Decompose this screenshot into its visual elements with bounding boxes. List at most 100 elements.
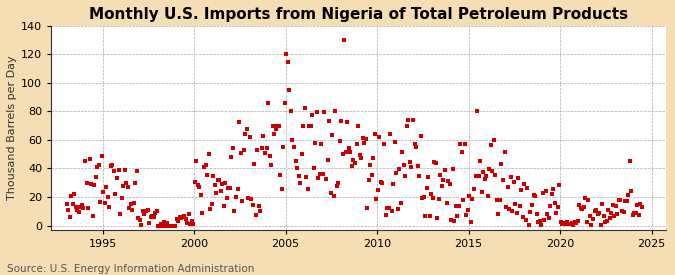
Point (421, 186, 432, 190)
Point (167, 223, 178, 228)
Point (531, 211, 542, 216)
Point (450, 204, 461, 208)
Point (608, 203, 618, 207)
Point (400, 174, 411, 178)
Point (157, 223, 168, 228)
Point (595, 222, 606, 227)
Point (524, 223, 535, 227)
Point (513, 175, 524, 180)
Point (571, 221, 582, 225)
Point (105, 164, 116, 168)
Point (377, 180, 388, 185)
Point (618, 210, 629, 214)
Point (616, 209, 627, 214)
Point (615, 198, 626, 202)
Point (287, 138, 298, 142)
Point (497, 177, 508, 182)
Point (505, 175, 516, 179)
Point (508, 180, 519, 185)
Point (261, 146, 272, 150)
Point (470, 173, 481, 178)
Point (610, 203, 621, 208)
Point (350, 161, 360, 165)
Point (418, 195, 429, 199)
Point (391, 171, 402, 175)
Point (169, 223, 180, 228)
Y-axis label: Thousand Barrels per Day: Thousand Barrels per Day (7, 56, 17, 200)
Point (520, 217, 531, 222)
Point (525, 210, 536, 214)
Point (286, 109, 296, 114)
Point (429, 160, 439, 164)
Point (403, 118, 414, 123)
Point (319, 109, 330, 114)
Point (113, 168, 124, 172)
Point (229, 208, 240, 213)
Point (241, 126, 252, 131)
Point (68, 202, 78, 207)
Point (240, 132, 250, 137)
Point (302, 187, 313, 191)
Point (487, 169, 497, 173)
Point (140, 209, 151, 214)
Point (70, 205, 81, 210)
Point (179, 214, 190, 219)
Point (334, 138, 345, 143)
Point (191, 159, 202, 163)
Point (275, 173, 286, 177)
Point (464, 194, 475, 199)
Point (528, 193, 539, 197)
Point (359, 141, 370, 145)
Point (322, 158, 333, 162)
Point (130, 180, 140, 185)
Point (248, 203, 259, 207)
Point (565, 222, 576, 226)
Point (540, 188, 551, 193)
Point (441, 200, 452, 205)
Point (574, 203, 585, 207)
Point (449, 219, 460, 223)
Point (127, 208, 138, 213)
Point (243, 196, 254, 200)
Point (397, 150, 408, 155)
Point (542, 211, 553, 216)
Point (431, 161, 441, 165)
Point (461, 213, 472, 217)
Point (252, 148, 263, 152)
Point (591, 208, 601, 212)
Point (342, 120, 353, 124)
Point (213, 178, 223, 182)
Point (381, 206, 392, 210)
Point (626, 189, 637, 193)
Point (462, 208, 473, 212)
Point (354, 152, 365, 157)
Point (273, 123, 284, 128)
Point (110, 191, 121, 196)
Point (225, 186, 236, 191)
Point (577, 207, 588, 211)
Point (93, 163, 104, 167)
Point (563, 222, 574, 227)
Point (310, 140, 321, 145)
Point (223, 185, 234, 190)
Point (328, 194, 339, 198)
Point (122, 185, 133, 189)
Point (620, 199, 630, 204)
Point (583, 198, 594, 202)
Point (592, 211, 603, 216)
Point (456, 150, 467, 154)
Point (208, 174, 219, 178)
Point (184, 212, 194, 216)
Point (75, 205, 86, 209)
Point (80, 158, 90, 163)
Point (227, 146, 238, 150)
Point (161, 223, 171, 228)
Point (414, 174, 425, 178)
Point (215, 188, 226, 193)
Point (458, 198, 468, 203)
Point (362, 206, 373, 210)
Point (111, 175, 122, 180)
Point (344, 146, 354, 151)
Point (299, 106, 310, 110)
Point (514, 204, 525, 208)
